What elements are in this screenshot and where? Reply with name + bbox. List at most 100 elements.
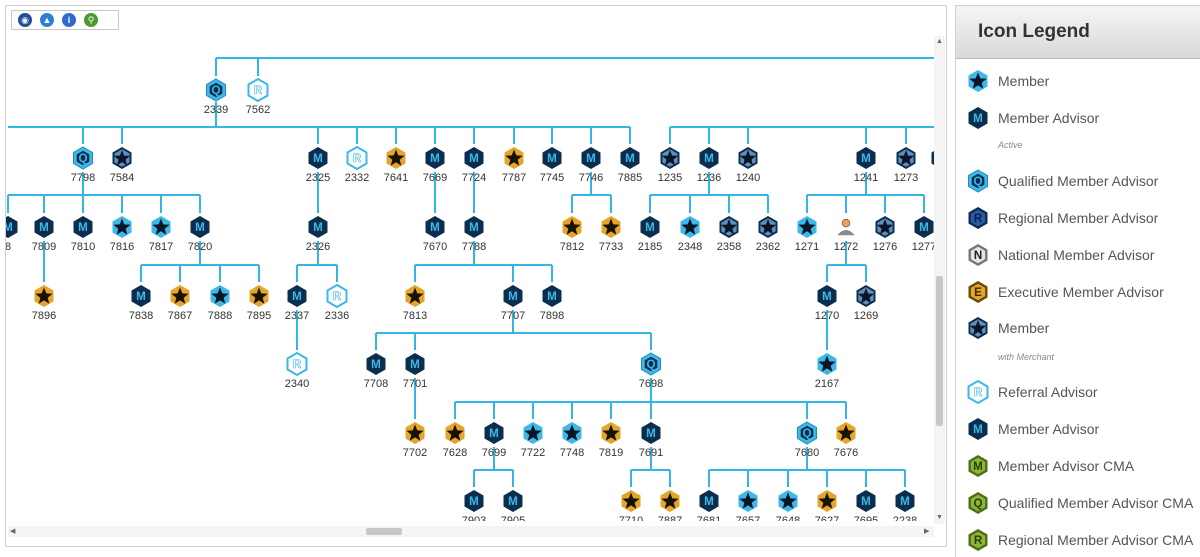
member-star-icon[interactable] bbox=[151, 216, 171, 238]
tree-node[interactable]: R 2340 bbox=[285, 351, 309, 390]
gold-star-icon[interactable] bbox=[249, 285, 269, 307]
tree-node[interactable]: Q 7798 bbox=[71, 146, 95, 184]
gold-star-icon[interactable] bbox=[386, 147, 406, 169]
eye-icon[interactable]: ◉ bbox=[18, 13, 32, 27]
member-advisor-icon[interactable]: M bbox=[640, 216, 660, 238]
qualified-advisor-icon[interactable]: Q bbox=[797, 421, 817, 445]
tree-node[interactable]: M 7809 bbox=[32, 216, 56, 253]
tree-node[interactable]: 7867 bbox=[168, 285, 192, 322]
tree-node[interactable]: M 7691 bbox=[639, 422, 663, 459]
tree-node[interactable]: M 7708 bbox=[364, 353, 388, 390]
tree-node[interactable]: 1272 bbox=[834, 218, 858, 253]
member-advisor-icon[interactable]: M bbox=[641, 422, 661, 444]
tree-node[interactable]: M 7701 bbox=[403, 353, 427, 390]
tree-node[interactable]: 7816 bbox=[110, 216, 134, 253]
tree-node[interactable]: 1276 bbox=[873, 216, 897, 253]
tree-node[interactable]: 7787 bbox=[502, 147, 526, 184]
gold-star-icon[interactable] bbox=[660, 490, 680, 512]
tree-node[interactable]: M 7669 bbox=[423, 147, 447, 184]
member-advisor-icon[interactable]: M bbox=[503, 490, 523, 512]
gold-star-icon[interactable] bbox=[562, 216, 582, 238]
tree-node[interactable]: M 7885 bbox=[618, 147, 642, 184]
gold-star-icon[interactable] bbox=[34, 285, 54, 307]
tree-node[interactable]: 7710 bbox=[619, 490, 643, 521]
tree-node[interactable]: M 2185 bbox=[638, 216, 662, 253]
tree-node[interactable]: M 7898 bbox=[540, 285, 564, 322]
member-advisor-icon[interactable]: M bbox=[287, 285, 307, 307]
member-advisor-icon[interactable]: M bbox=[308, 147, 328, 169]
member-advisor-icon[interactable]: M bbox=[817, 285, 837, 307]
member-merchant-star-icon[interactable] bbox=[896, 147, 916, 169]
tree-node[interactable]: M 7788 bbox=[462, 216, 486, 253]
up-icon[interactable]: ▲ bbox=[40, 13, 54, 27]
scroll-up-arrow[interactable]: ▲ bbox=[936, 38, 943, 45]
tree-node[interactable]: M 1277 bbox=[912, 216, 934, 253]
gold-star-icon[interactable] bbox=[621, 490, 641, 512]
member-advisor-icon[interactable]: M bbox=[503, 285, 523, 307]
gold-star-icon[interactable] bbox=[601, 422, 621, 444]
member-merchant-star-icon[interactable] bbox=[758, 216, 778, 238]
tree-node[interactable]: 7627 bbox=[815, 490, 839, 521]
gold-star-icon[interactable] bbox=[601, 216, 621, 238]
tree-node[interactable]: M 2326 bbox=[306, 216, 330, 253]
member-merchant-star-icon[interactable] bbox=[660, 147, 680, 169]
member-advisor-icon[interactable]: M bbox=[73, 216, 93, 238]
member-advisor-icon[interactable]: M bbox=[190, 216, 210, 238]
tree-node[interactable]: 2362 bbox=[756, 216, 780, 253]
tree-node[interactable]: 7812 bbox=[560, 216, 584, 253]
tree-node[interactable]: M 1236 bbox=[697, 147, 721, 184]
gold-star-icon[interactable] bbox=[504, 147, 524, 169]
member-advisor-icon[interactable]: M bbox=[6, 216, 18, 238]
gold-star-icon[interactable] bbox=[836, 422, 856, 444]
member-advisor-icon[interactable]: M bbox=[542, 147, 562, 169]
vertical-scroll-thumb[interactable] bbox=[936, 276, 943, 426]
member-advisor-icon[interactable]: M bbox=[620, 147, 640, 169]
person-icon[interactable] bbox=[837, 218, 855, 236]
tree-node[interactable]: M 7670 bbox=[423, 216, 447, 253]
tree-node[interactable]: Q 7698 bbox=[639, 352, 663, 390]
member-advisor-icon[interactable]: M bbox=[366, 353, 386, 375]
tree-node[interactable]: R 2332 bbox=[345, 145, 369, 184]
referral-advisor-icon[interactable]: R bbox=[326, 283, 348, 309]
tree-node[interactable]: 2348 bbox=[678, 216, 702, 253]
tree-node[interactable]: 7676 bbox=[834, 422, 858, 459]
tree-node[interactable]: 7895 bbox=[247, 285, 271, 322]
member-star-icon[interactable] bbox=[112, 216, 132, 238]
tree-node[interactable]: M 7746 bbox=[579, 147, 603, 184]
qualified-advisor-icon[interactable]: Q bbox=[206, 78, 226, 102]
gold-star-icon[interactable] bbox=[170, 285, 190, 307]
member-advisor-icon[interactable]: M bbox=[464, 216, 484, 238]
member-advisor-icon[interactable]: M bbox=[914, 216, 934, 238]
gold-star-icon[interactable] bbox=[405, 285, 425, 307]
member-merchant-star-icon[interactable] bbox=[875, 216, 895, 238]
tree-node[interactable]: M 1241 bbox=[854, 147, 878, 184]
tree-node[interactable]: M 7838 bbox=[129, 285, 153, 322]
member-star-icon[interactable] bbox=[738, 490, 758, 512]
referral-advisor-icon[interactable]: R bbox=[286, 351, 308, 377]
member-advisor-icon[interactable]: M bbox=[308, 216, 328, 238]
member-star-icon[interactable] bbox=[562, 422, 582, 444]
tree-node[interactable]: 1269 bbox=[854, 285, 878, 322]
gold-star-icon[interactable] bbox=[405, 422, 425, 444]
qualified-advisor-icon[interactable]: Q bbox=[641, 352, 661, 376]
horizontal-scroll-thumb[interactable] bbox=[366, 528, 402, 535]
tree-node[interactable]: 2167 bbox=[815, 353, 839, 390]
member-star-icon[interactable] bbox=[523, 422, 543, 444]
member-merchant-star-icon[interactable] bbox=[112, 147, 132, 169]
tree-node[interactable]: 7887 bbox=[658, 490, 682, 521]
tree-node[interactable]: 7896 bbox=[32, 285, 56, 322]
member-star-icon[interactable] bbox=[817, 353, 837, 375]
qualified-advisor-icon[interactable]: Q bbox=[73, 146, 93, 170]
tree-node[interactable]: 7722 bbox=[521, 422, 545, 459]
scroll-right-arrow[interactable]: ▶ bbox=[924, 528, 930, 535]
member-advisor-icon[interactable]: M bbox=[484, 422, 504, 444]
zoom-icon[interactable]: ⚲ bbox=[84, 13, 98, 27]
tree-node[interactable]: 7733 bbox=[599, 216, 623, 253]
info-icon[interactable]: i bbox=[62, 13, 76, 27]
tree-node[interactable]: M1 bbox=[931, 147, 935, 184]
tree-node[interactable]: 2358 bbox=[717, 216, 741, 253]
member-advisor-icon[interactable]: M bbox=[895, 490, 915, 512]
tree-node[interactable]: 7641 bbox=[384, 147, 408, 184]
horizontal-scrollbar[interactable]: ◀ ▶ bbox=[8, 526, 934, 537]
member-advisor-icon[interactable]: M bbox=[425, 216, 445, 238]
